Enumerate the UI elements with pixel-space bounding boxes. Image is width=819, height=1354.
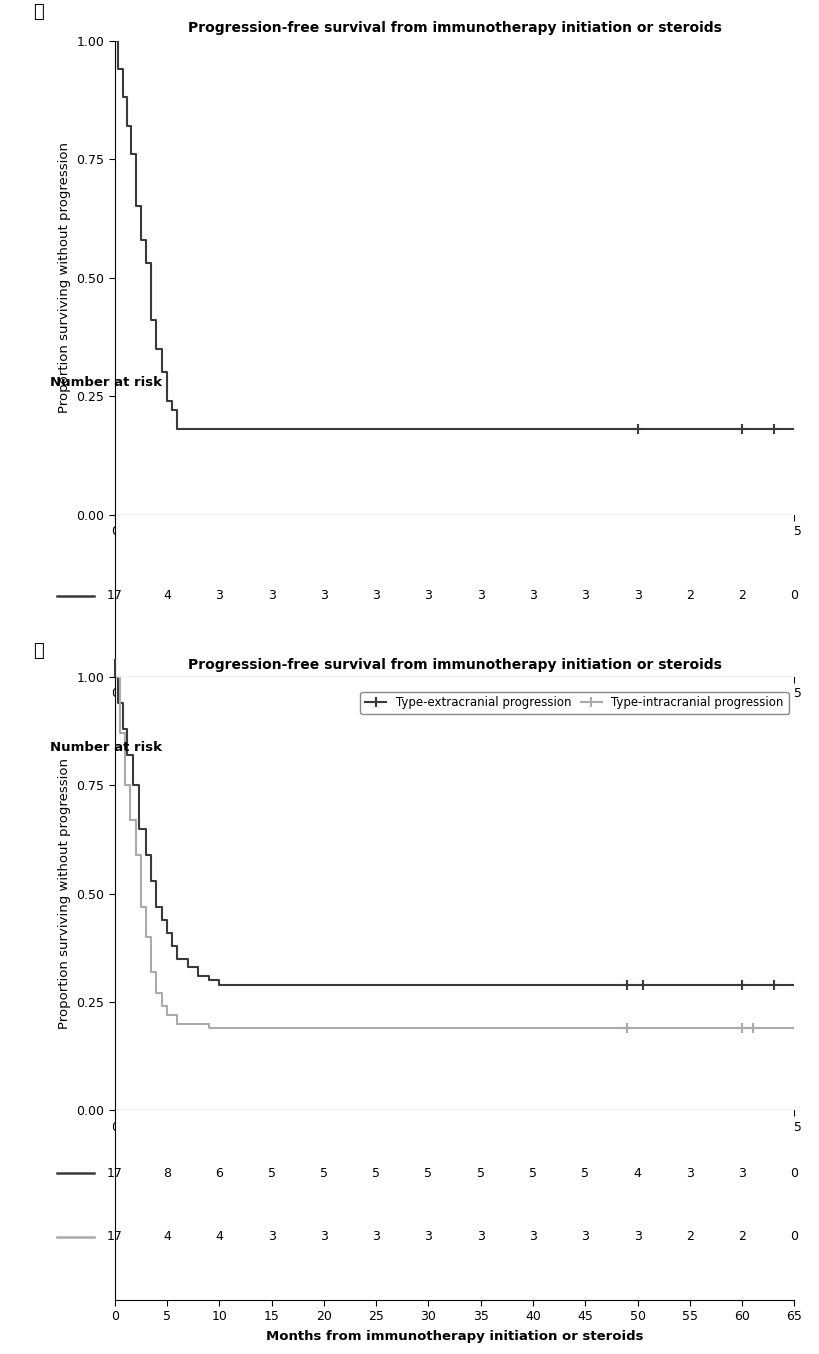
- Text: 3: 3: [268, 1231, 275, 1243]
- X-axis label: Months from immunotherapy initiation or steroids: Months from immunotherapy initiation or …: [266, 544, 643, 558]
- Text: 3: 3: [424, 589, 432, 603]
- Y-axis label: Proportion surviving without progression: Proportion surviving without progression: [57, 142, 70, 413]
- Text: 3: 3: [477, 589, 485, 603]
- Text: 3: 3: [268, 589, 275, 603]
- Legend: Type-extracranial progression, Type-intracranial progression: Type-extracranial progression, Type-intr…: [360, 692, 789, 714]
- Text: 0: 0: [790, 589, 799, 603]
- Text: 2: 2: [738, 1231, 746, 1243]
- Text: 2: 2: [686, 1231, 694, 1243]
- Text: 3: 3: [686, 1167, 694, 1179]
- Text: 8: 8: [163, 1167, 171, 1179]
- Text: 3: 3: [634, 589, 641, 603]
- Title: Progression-free survival from immunotherapy initiation or steroids: Progression-free survival from immunothe…: [188, 22, 722, 35]
- Text: 17: 17: [106, 1231, 123, 1243]
- Text: 3: 3: [372, 1231, 380, 1243]
- Text: 3: 3: [424, 1231, 432, 1243]
- Text: 4: 4: [634, 1167, 641, 1179]
- Text: Ⓑ: Ⓑ: [33, 642, 44, 661]
- Text: 3: 3: [372, 589, 380, 603]
- Text: Ⓐ: Ⓐ: [33, 3, 44, 20]
- Text: 5: 5: [424, 1167, 432, 1179]
- Text: 4: 4: [163, 1231, 171, 1243]
- Text: Number at risk: Number at risk: [50, 741, 162, 754]
- Text: 3: 3: [529, 589, 537, 603]
- Text: 4: 4: [215, 1231, 223, 1243]
- X-axis label: Months from immunotherapy initiation or steroids: Months from immunotherapy initiation or …: [266, 1140, 643, 1154]
- Y-axis label: Proportion surviving without progression: Proportion surviving without progression: [57, 758, 70, 1029]
- Text: 5: 5: [581, 1167, 589, 1179]
- Text: 4: 4: [163, 589, 171, 603]
- Text: 17: 17: [106, 589, 123, 603]
- Text: 3: 3: [581, 589, 589, 603]
- Text: 2: 2: [686, 589, 694, 603]
- Text: 5: 5: [529, 1167, 537, 1179]
- Text: 3: 3: [477, 1231, 485, 1243]
- Text: 3: 3: [320, 589, 328, 603]
- Text: 5: 5: [268, 1167, 275, 1179]
- X-axis label: Months from immunotherapy initiation or steroids: Months from immunotherapy initiation or …: [266, 707, 643, 720]
- Text: 5: 5: [477, 1167, 485, 1179]
- Text: 3: 3: [215, 589, 223, 603]
- Text: 6: 6: [215, 1167, 223, 1179]
- Text: 0: 0: [790, 1167, 799, 1179]
- Text: 3: 3: [581, 1231, 589, 1243]
- Text: 5: 5: [372, 1167, 380, 1179]
- Text: 5: 5: [320, 1167, 328, 1179]
- Text: 3: 3: [738, 1167, 746, 1179]
- Text: 17: 17: [106, 1167, 123, 1179]
- Text: 3: 3: [634, 1231, 641, 1243]
- X-axis label: Months from immunotherapy initiation or steroids: Months from immunotherapy initiation or …: [266, 1330, 643, 1343]
- Text: 3: 3: [529, 1231, 537, 1243]
- Title: Progression-free survival from immunotherapy initiation or steroids: Progression-free survival from immunothe…: [188, 658, 722, 672]
- Text: 0: 0: [790, 1231, 799, 1243]
- Text: Number at risk: Number at risk: [50, 376, 162, 390]
- Text: 2: 2: [738, 589, 746, 603]
- Text: 3: 3: [320, 1231, 328, 1243]
